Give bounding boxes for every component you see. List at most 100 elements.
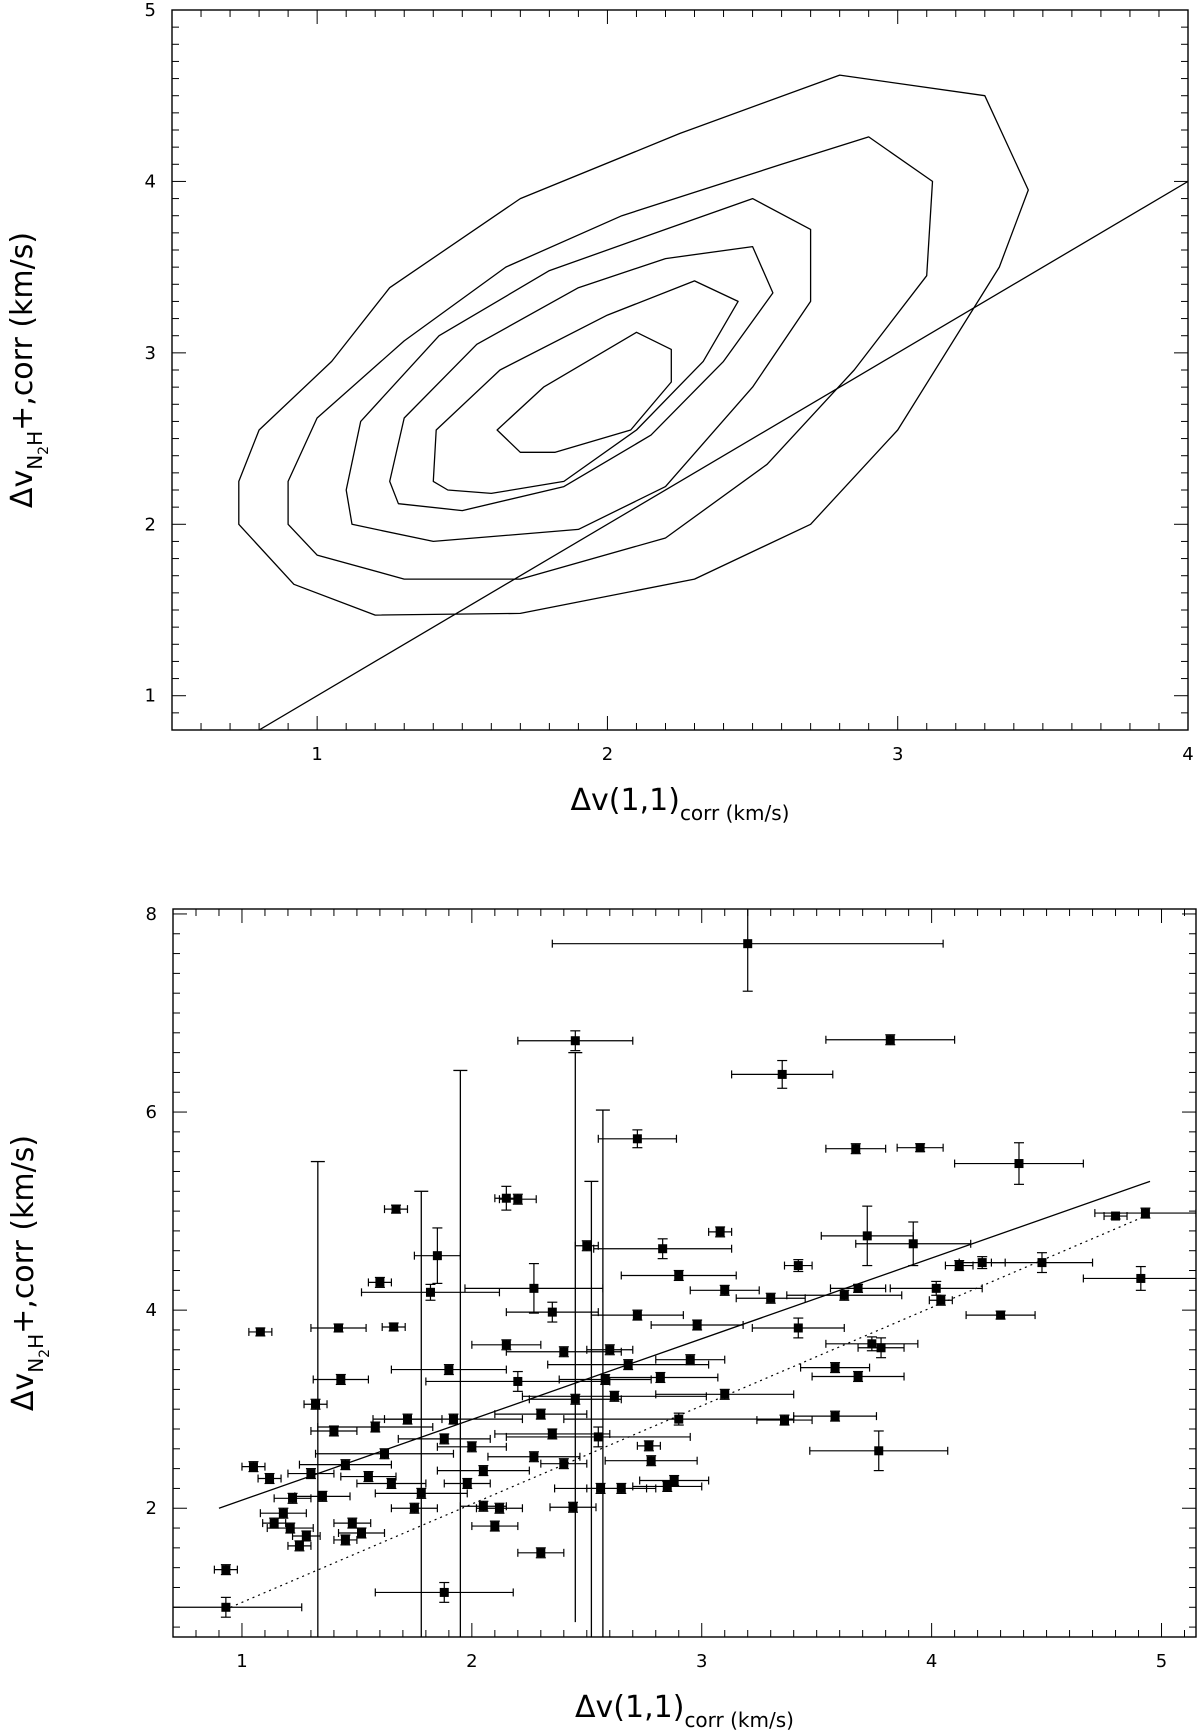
square-marker	[347, 1518, 357, 1528]
square-marker	[444, 1365, 454, 1375]
square-marker	[370, 1422, 380, 1432]
bottom-x-tick-label: 5	[1156, 1651, 1167, 1672]
square-marker	[885, 1035, 895, 1045]
square-marker	[559, 1347, 569, 1357]
data-point	[563, 1412, 795, 1426]
square-marker	[839, 1290, 849, 1300]
data-point	[829, 1283, 887, 1293]
data-point	[1103, 1211, 1128, 1221]
data-point	[655, 1388, 795, 1400]
square-marker	[605, 1345, 615, 1355]
data-point	[436, 1441, 507, 1453]
square-marker	[616, 1483, 626, 1493]
data-point	[558, 1373, 652, 1386]
top-y-tick-label: 2	[145, 514, 156, 535]
top-contour-panel: 1 2 3 4 1 2 3 4 5 Δv(1,1)corr (km/s) ΔvN2H+,corr (…	[5, 0, 1194, 825]
square-marker	[915, 1143, 925, 1153]
bottom-x-tick-label: 4	[926, 1651, 937, 1672]
square-marker	[1140, 1208, 1150, 1218]
square-marker	[720, 1285, 730, 1295]
square-marker	[685, 1355, 695, 1365]
top-x-tick-label: 1	[311, 744, 322, 765]
square-marker	[389, 1322, 399, 1332]
data-point	[521, 1390, 707, 1402]
data-point	[928, 1294, 953, 1306]
square-marker	[536, 1409, 546, 1419]
square-marker	[221, 1602, 231, 1612]
square-marker	[379, 1449, 389, 1459]
data-point	[413, 1227, 461, 1285]
square-marker	[490, 1521, 500, 1531]
top-y-tick-label: 3	[145, 343, 156, 364]
contour-level-3	[345, 197, 812, 543]
data-point	[262, 1517, 287, 1529]
square-marker	[559, 1459, 569, 1469]
data-point	[443, 1477, 491, 1490]
bottom-x-tick-label: 2	[466, 1651, 477, 1672]
square-marker	[448, 1414, 458, 1424]
data-point	[540, 1458, 588, 1470]
data-point	[213, 1564, 238, 1576]
square-marker	[674, 1414, 684, 1424]
top-x-tick-label: 4	[1182, 744, 1193, 765]
square-marker	[1136, 1273, 1146, 1283]
data-point	[590, 1309, 684, 1321]
square-marker	[478, 1466, 488, 1476]
square-marker	[609, 1391, 619, 1401]
square-marker	[439, 1587, 449, 1597]
top-plot-frame	[171, 9, 1189, 731]
data-point	[294, 1490, 351, 1502]
data-point	[505, 1301, 599, 1323]
data-point	[487, 1451, 581, 1463]
square-marker	[766, 1293, 776, 1303]
data-point	[650, 1319, 744, 1331]
data-point	[689, 1284, 760, 1296]
square-marker	[851, 1144, 861, 1154]
bottom-scatter-panel: 1 2 3 4 5 2 4 6 8 Δv(1,1)corr (km/s) ΔvN2H+,corr (…	[6, 904, 1197, 1732]
square-marker	[600, 1374, 610, 1384]
data-point	[517, 1030, 634, 1052]
data-point	[783, 1259, 813, 1273]
data-point	[464, 1262, 604, 1314]
data-point	[620, 1269, 737, 1282]
data-point	[636, 1440, 661, 1452]
square-marker	[954, 1261, 964, 1271]
data-point	[312, 1373, 370, 1386]
data-point	[708, 1226, 733, 1238]
square-marker	[288, 1493, 298, 1503]
data-point	[173, 1596, 303, 1618]
bottom-y-tick-label: 2	[146, 1498, 157, 1519]
data-point	[820, 1205, 914, 1267]
contour-level-4	[389, 245, 774, 512]
data-point	[756, 1414, 813, 1426]
data-point	[494, 1408, 588, 1420]
data-point	[551, 909, 944, 992]
data-point	[655, 1354, 726, 1366]
data-point	[310, 1323, 367, 1333]
square-marker	[1014, 1159, 1024, 1169]
data-point	[517, 1547, 565, 1559]
square-marker	[547, 1429, 557, 1439]
data-point	[811, 1370, 905, 1383]
square-marker	[501, 1340, 511, 1350]
square-marker	[743, 939, 753, 949]
data-point	[287, 1540, 312, 1552]
top-x-tick-label: 3	[892, 744, 903, 765]
square-marker	[467, 1442, 477, 1452]
square-marker	[908, 1239, 918, 1249]
data-point	[809, 1430, 949, 1472]
data-point	[547, 1359, 710, 1371]
square-marker	[425, 1287, 435, 1297]
data-point	[381, 1322, 406, 1332]
data-point	[259, 1507, 307, 1519]
square-marker	[536, 1548, 546, 1558]
data-point	[333, 1534, 358, 1546]
data-point	[990, 1252, 1094, 1274]
data-point	[857, 1337, 905, 1359]
data-point	[471, 1339, 542, 1351]
data-point	[799, 1362, 871, 1374]
square-marker	[462, 1478, 472, 1488]
data-point	[586, 1344, 634, 1356]
data-point	[494, 1428, 611, 1440]
square-marker	[632, 1134, 642, 1144]
